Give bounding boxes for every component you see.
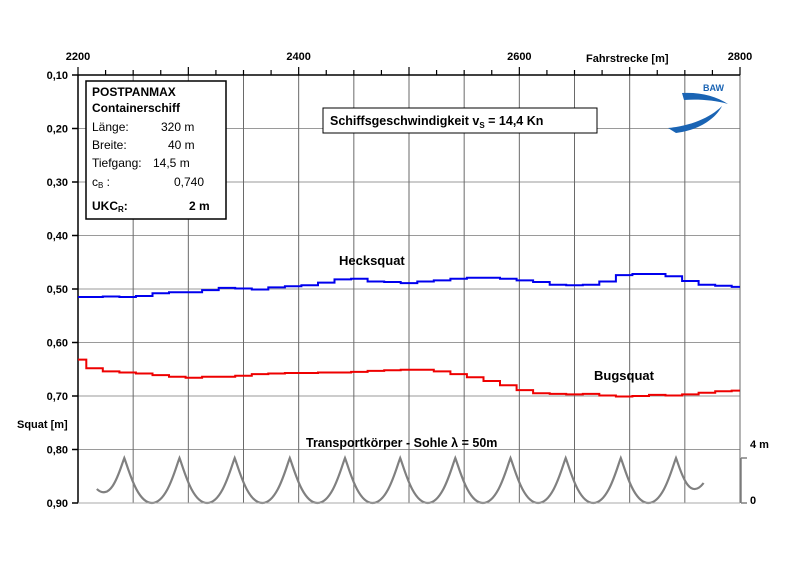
sohle-profile: [78, 455, 740, 505]
info-breite-label: Breite:: [92, 138, 127, 152]
info-laenge-label: Länge:: [92, 120, 129, 134]
speed-box-frame: [322, 107, 598, 134]
info-ukc-value: 2 m: [189, 199, 210, 213]
y-tick-label: 0,60: [47, 338, 68, 350]
info-ship-type: POSTPANMAX: [92, 85, 176, 99]
x-axis-label: Fahrstrecke [m]: [586, 53, 669, 65]
logo-swoosh-icon: [668, 106, 722, 133]
x-tick-label: 2400: [286, 51, 310, 63]
info-ukc-label: UKCR:: [92, 199, 128, 214]
sohle-scale-top: 4 m: [750, 439, 769, 451]
sohle-dunes: [96, 455, 705, 505]
y-tick-label: 0,80: [47, 445, 68, 457]
y-axis-ticks: 0,10 0,20 0,30 0,40 0,50 0,60 0,70 0,80 0,90: [47, 70, 78, 510]
speed-text: Schiffsgeschwindigkeit vS = 14,4 Kn: [330, 114, 543, 130]
y-tick-label: 0,90: [47, 498, 68, 510]
info-tiefgang-label: Tiefgang:: [92, 156, 142, 170]
series-line-bugsquat: [78, 358, 740, 398]
series-lines: [78, 273, 740, 398]
series-line-hecksquat: [78, 273, 740, 298]
ship-info-box: POSTPANMAX Containerschiff Länge: 320 m …: [85, 80, 227, 220]
sohle-label: Transportkörper - Sohle λ = 50m: [306, 436, 497, 450]
speed-annotation: Schiffsgeschwindigkeit vS = 14,4 Kn: [322, 107, 598, 134]
info-cb-label: cB :: [92, 175, 110, 190]
y-tick-label: 0,70: [47, 391, 68, 403]
hecksquat-label: Hecksquat: [339, 253, 405, 268]
y-tick-label: 0,30: [47, 177, 68, 189]
logo-arc-icon: [682, 92, 728, 104]
info-laenge-value: 320 m: [161, 120, 194, 134]
info-ship-class: Containerschiff: [92, 101, 181, 115]
info-breite-value: 40 m: [168, 138, 195, 152]
info-cb-value: 0,740: [174, 175, 204, 189]
bugsquat-label: Bugsquat: [594, 368, 655, 383]
x-tick-label: 2800: [728, 51, 752, 63]
baw-logo: BAW: [668, 83, 728, 133]
info-box-frame: [85, 80, 227, 220]
x-tick-label: 2600: [507, 51, 531, 63]
y-tick-label: 0,10: [47, 70, 68, 82]
info-tiefgang-value: 14,5 m: [153, 156, 190, 170]
logo-text: BAW: [703, 83, 725, 93]
sohle-scale-bottom: 0: [750, 495, 756, 507]
y-axis-label: Squat [m]: [17, 419, 68, 431]
y-tick-label: 0,50: [47, 284, 68, 296]
y-tick-label: 0,40: [47, 231, 68, 243]
x-axis-ticks: 2200 2400 2600 2800: [66, 51, 752, 75]
y-tick-label: 0,20: [47, 124, 68, 136]
x-tick-label: 2200: [66, 51, 90, 63]
